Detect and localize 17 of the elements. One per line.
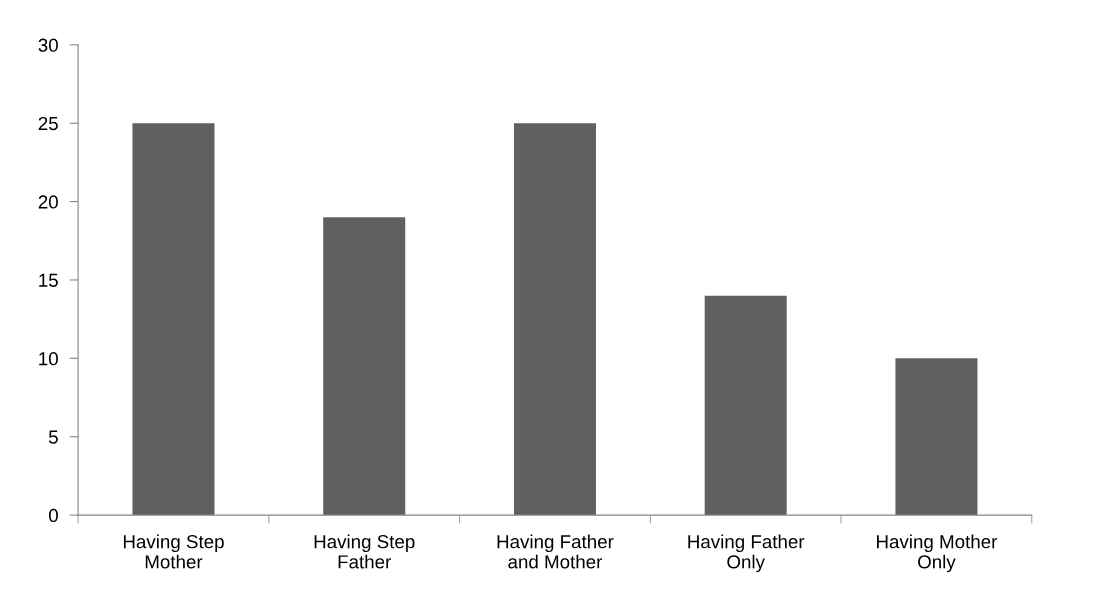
y-tick-label: 5 xyxy=(48,430,58,444)
bar xyxy=(895,358,978,516)
bar xyxy=(704,295,787,516)
y-tick-label: 15 xyxy=(39,273,58,287)
y-tick-label: 25 xyxy=(38,116,58,131)
bar xyxy=(323,217,406,516)
y-tick-label: 10 xyxy=(39,352,58,366)
x-tick-label: Having Step Mother xyxy=(123,534,224,569)
x-tick-label: Having Father Only xyxy=(688,534,805,573)
x-tick-label: Having Step Father xyxy=(314,534,415,569)
y-tick-label: 20 xyxy=(38,195,58,209)
y-tick-label: 30 xyxy=(38,38,58,52)
bar xyxy=(513,123,596,516)
y-tick-label: 0 xyxy=(48,508,58,523)
x-tick-label: Having Mother Only xyxy=(877,534,998,573)
x-tick-label: Having Father and Mother xyxy=(497,534,614,569)
bar xyxy=(132,123,215,516)
